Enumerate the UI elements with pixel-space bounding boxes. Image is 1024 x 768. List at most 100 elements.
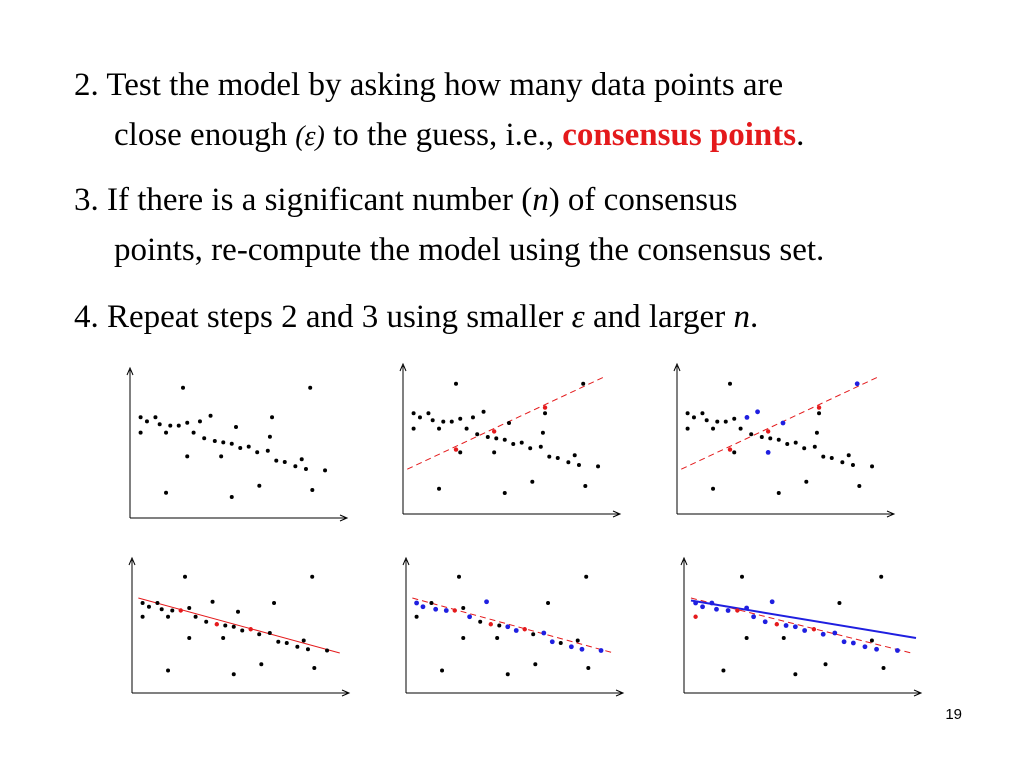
data-point [193, 614, 198, 619]
step-4: 4. Repeat steps 2 and 3 using smaller ε … [74, 299, 759, 335]
data-point [749, 432, 754, 437]
data-point [461, 606, 466, 610]
data-point [495, 636, 500, 640]
consensus-point [744, 605, 750, 611]
data-point [208, 413, 213, 418]
y-axis-arrow [680, 556, 688, 566]
data-point [236, 609, 240, 614]
data-point [814, 430, 819, 435]
data-point [505, 672, 510, 677]
data-point [164, 430, 169, 435]
data-point [437, 486, 442, 491]
data-point [191, 430, 196, 435]
data-point [461, 636, 466, 640]
consensus-point [765, 450, 771, 455]
data-point [231, 624, 236, 629]
data-point [802, 446, 807, 451]
data-point [140, 601, 145, 605]
data-point [308, 385, 313, 390]
data-point [267, 631, 272, 635]
data-point [850, 463, 855, 467]
data-point [470, 415, 475, 420]
epsilon-symbol: (ε) [295, 121, 325, 152]
data-point [430, 418, 435, 423]
data-point [691, 415, 696, 420]
data-point [530, 479, 535, 484]
data-point [457, 574, 461, 579]
data-point [310, 574, 315, 579]
data-point [157, 422, 162, 427]
data-point [781, 636, 786, 640]
consensus-points-term: consensus points [562, 117, 797, 153]
data-point [176, 423, 181, 428]
consensus-point [549, 639, 555, 645]
data-point [464, 426, 469, 431]
data-point [502, 437, 507, 442]
data-point [221, 636, 226, 640]
data-point [738, 426, 743, 431]
data-point [138, 430, 143, 435]
data-point [265, 448, 270, 453]
x-axis-arrow [339, 514, 349, 522]
consensus-point [762, 619, 768, 625]
sample-point [453, 447, 459, 452]
consensus-point [769, 599, 775, 605]
sample-point [542, 405, 548, 410]
data-point [234, 425, 238, 429]
data-point [166, 614, 171, 619]
consensus-point [820, 631, 826, 637]
data-point [804, 479, 809, 484]
consensus-point [568, 644, 574, 650]
consensus-point [505, 624, 511, 630]
x-axis-arrow [886, 510, 896, 518]
data-point [485, 435, 490, 439]
data-point [823, 662, 828, 667]
data-point [454, 381, 458, 386]
data-point [584, 574, 589, 579]
data-point [140, 614, 145, 619]
sample-point [248, 627, 253, 632]
data-point [270, 415, 275, 420]
consensus-point [895, 648, 900, 653]
model-line [138, 597, 340, 654]
data-point [223, 623, 228, 628]
y-axis-arrow [128, 556, 136, 566]
data-point [210, 599, 215, 604]
data-point [259, 662, 264, 667]
data-point [325, 648, 330, 653]
consensus-point [780, 420, 786, 426]
sample-point [765, 429, 771, 434]
data-point [744, 636, 749, 640]
data-point [183, 574, 187, 579]
data-point [481, 409, 486, 414]
sample-point [214, 622, 219, 627]
data-point [305, 647, 310, 652]
data-point [776, 491, 781, 495]
data-point [276, 639, 281, 644]
model-line [690, 599, 917, 639]
data-point [829, 456, 834, 460]
data-point [857, 484, 862, 488]
data-point [166, 668, 171, 673]
y-axis-arrow [673, 362, 681, 372]
consensus-point [598, 648, 604, 653]
data-point [586, 666, 591, 670]
step-2-line2: close enough (ε) to the guess, i.e., cons… [114, 117, 805, 153]
data-point [185, 454, 190, 459]
y-axis-arrow [126, 366, 134, 376]
data-point [426, 411, 431, 416]
data-point [812, 444, 817, 449]
data-point [255, 450, 260, 455]
data-point [257, 632, 262, 637]
data-point [546, 601, 551, 605]
data-point [159, 607, 164, 612]
data-point [310, 488, 315, 492]
consensus-point [802, 628, 808, 633]
data-point [846, 453, 851, 458]
data-point [146, 604, 151, 609]
consensus-point [433, 606, 439, 612]
data-point [740, 574, 744, 579]
step-3-line2: points, re-compute the model using the c… [114, 232, 825, 268]
step-3: 3. If there is a significant number (n) … [74, 175, 824, 275]
